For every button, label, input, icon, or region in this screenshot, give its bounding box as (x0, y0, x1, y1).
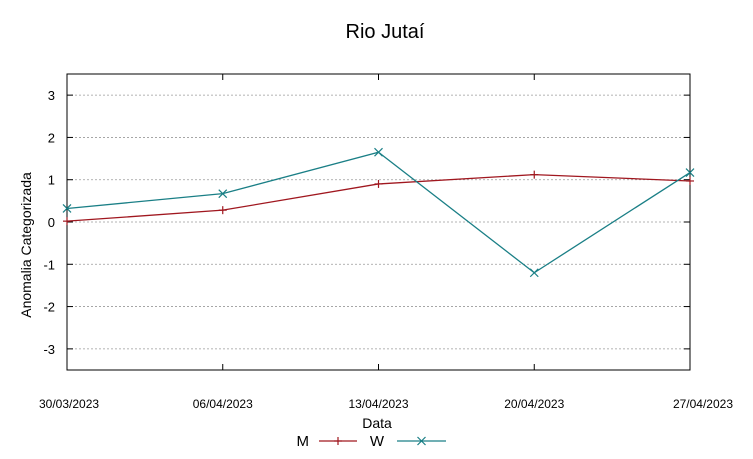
cross-marker (417, 436, 426, 446)
x-tick-label: 27/04/2023 (673, 397, 733, 411)
y-axis-label: Anomalia Categorizada (18, 172, 34, 318)
x-tick-label: 20/04/2023 (504, 397, 564, 411)
plus-marker (530, 170, 539, 179)
y-tick-label: 2 (48, 130, 55, 145)
plus-marker (374, 179, 383, 188)
y-axis-ticks: 3 2 1 0 -1 -2 -3 (43, 88, 55, 357)
plus-marker (218, 206, 227, 215)
x-tick-label: 06/04/2023 (193, 397, 253, 411)
series-line (66, 151, 691, 274)
legend-label: M (297, 433, 310, 450)
y-tick-label: 0 (48, 215, 55, 230)
legend-label: W (370, 433, 385, 450)
legend-entry-W: W (370, 433, 446, 450)
plus-marker (686, 176, 694, 185)
cross-marker (62, 204, 72, 213)
x-axis-ticks: 30/03/2023 06/04/2023 13/04/2023 20/04/2023… (39, 397, 733, 411)
series-W (62, 147, 695, 278)
plus-marker (63, 217, 71, 226)
x-tick-label: 30/03/2023 (39, 397, 99, 411)
plus-marker (334, 437, 342, 445)
y-tick-label: 1 (48, 173, 55, 188)
cross-marker (529, 268, 539, 278)
cross-marker (374, 147, 383, 157)
cross-marker (685, 168, 695, 177)
y-tick-label: 3 (48, 88, 55, 103)
chart-title: Rio Jutaí (346, 21, 425, 43)
plot-area (62, 147, 695, 278)
legend-entry-M: M (297, 433, 357, 450)
y-tick-label: -2 (43, 300, 55, 315)
x-axis-label: Data (362, 415, 392, 431)
grid-lines (66, 73, 691, 371)
y-tick-label: -1 (43, 257, 55, 272)
y-tick-label: -3 (43, 342, 55, 357)
cross-marker (218, 189, 228, 199)
x-tick-label: 13/04/2023 (348, 397, 408, 411)
series-M (63, 170, 694, 226)
